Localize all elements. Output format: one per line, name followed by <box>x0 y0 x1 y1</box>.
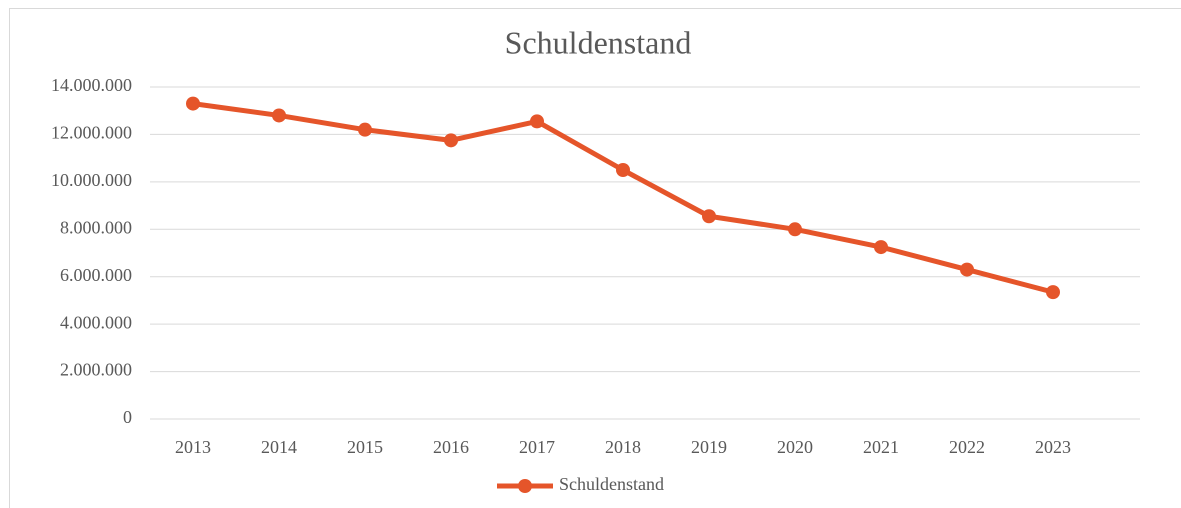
x-tick-label: 2015 <box>347 437 383 457</box>
legend-marker <box>518 479 532 493</box>
x-tick-label: 2022 <box>949 437 985 457</box>
x-tick-label: 2023 <box>1035 437 1071 457</box>
y-tick-label: 8.000.000 <box>60 217 132 237</box>
data-point <box>960 262 974 277</box>
series-line <box>190 101 1056 295</box>
y-tick-label: 12.000.000 <box>51 123 132 143</box>
data-point <box>874 240 888 255</box>
data-point <box>358 122 372 137</box>
chart-border <box>9 8 1181 508</box>
x-tick-label: 2020 <box>777 437 813 457</box>
x-tick-label: 2016 <box>433 437 469 457</box>
data-point <box>702 209 716 224</box>
x-tick-label: 2021 <box>863 437 899 457</box>
data-point <box>1046 285 1060 300</box>
data-point <box>530 114 544 129</box>
x-tick-label: 2017 <box>519 437 555 457</box>
y-tick-label: 14.000.000 <box>51 75 132 95</box>
y-tick-label: 2.000.000 <box>60 360 132 380</box>
data-point <box>788 222 802 237</box>
x-tick-label: 2013 <box>175 437 211 457</box>
x-tick-label: 2018 <box>605 437 641 457</box>
data-point <box>444 133 458 148</box>
chart-title: Schuldenstand <box>505 24 692 60</box>
data-point <box>616 163 630 177</box>
data-point <box>272 108 286 123</box>
y-tick-label: 6.000.000 <box>60 265 132 285</box>
y-tick-label: 4.000.000 <box>60 312 132 332</box>
y-tick-label: 0 <box>123 407 132 427</box>
y-tick-label: 10.000.000 <box>51 170 132 190</box>
x-tick-label: 2019 <box>691 437 727 457</box>
legend-label: Schuldenstand <box>559 474 664 494</box>
x-tick-label: 2014 <box>261 437 297 457</box>
data-point <box>186 96 200 111</box>
